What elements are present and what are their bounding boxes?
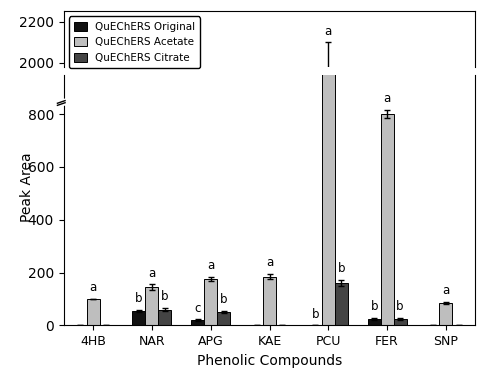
- Bar: [132, 311, 146, 325]
- Bar: [158, 310, 172, 325]
- Bar: [263, 276, 276, 325]
- Text: a: a: [442, 284, 449, 297]
- Text: a: a: [325, 25, 332, 38]
- Text: b: b: [396, 300, 404, 313]
- Text: b: b: [370, 300, 378, 313]
- Bar: [322, 73, 335, 374]
- Text: b: b: [220, 293, 227, 306]
- Bar: [204, 279, 217, 325]
- Text: b: b: [135, 292, 143, 305]
- Bar: [440, 303, 452, 325]
- Legend: QuEChERS Original, QuEChERS Acetate, QuEChERS Citrate: QuEChERS Original, QuEChERS Acetate, QuE…: [69, 16, 200, 68]
- Text: Peak Area: Peak Area: [20, 152, 34, 222]
- X-axis label: Phenolic Compounds: Phenolic Compounds: [197, 354, 342, 368]
- Text: b: b: [312, 308, 319, 321]
- Text: a: a: [90, 281, 97, 294]
- Text: a: a: [207, 259, 214, 272]
- Bar: [322, 0, 335, 325]
- Text: b: b: [161, 291, 169, 303]
- Bar: [87, 299, 99, 325]
- Bar: [217, 312, 230, 325]
- Bar: [191, 320, 204, 325]
- Bar: [335, 283, 348, 325]
- Text: a: a: [266, 256, 273, 269]
- Bar: [393, 319, 407, 325]
- Text: b: b: [338, 262, 345, 275]
- Text: a: a: [384, 92, 391, 105]
- Bar: [381, 310, 393, 374]
- Bar: [146, 287, 158, 325]
- Text: a: a: [148, 267, 155, 280]
- Bar: [368, 319, 381, 325]
- Bar: [381, 114, 393, 325]
- Text: c: c: [195, 301, 201, 315]
